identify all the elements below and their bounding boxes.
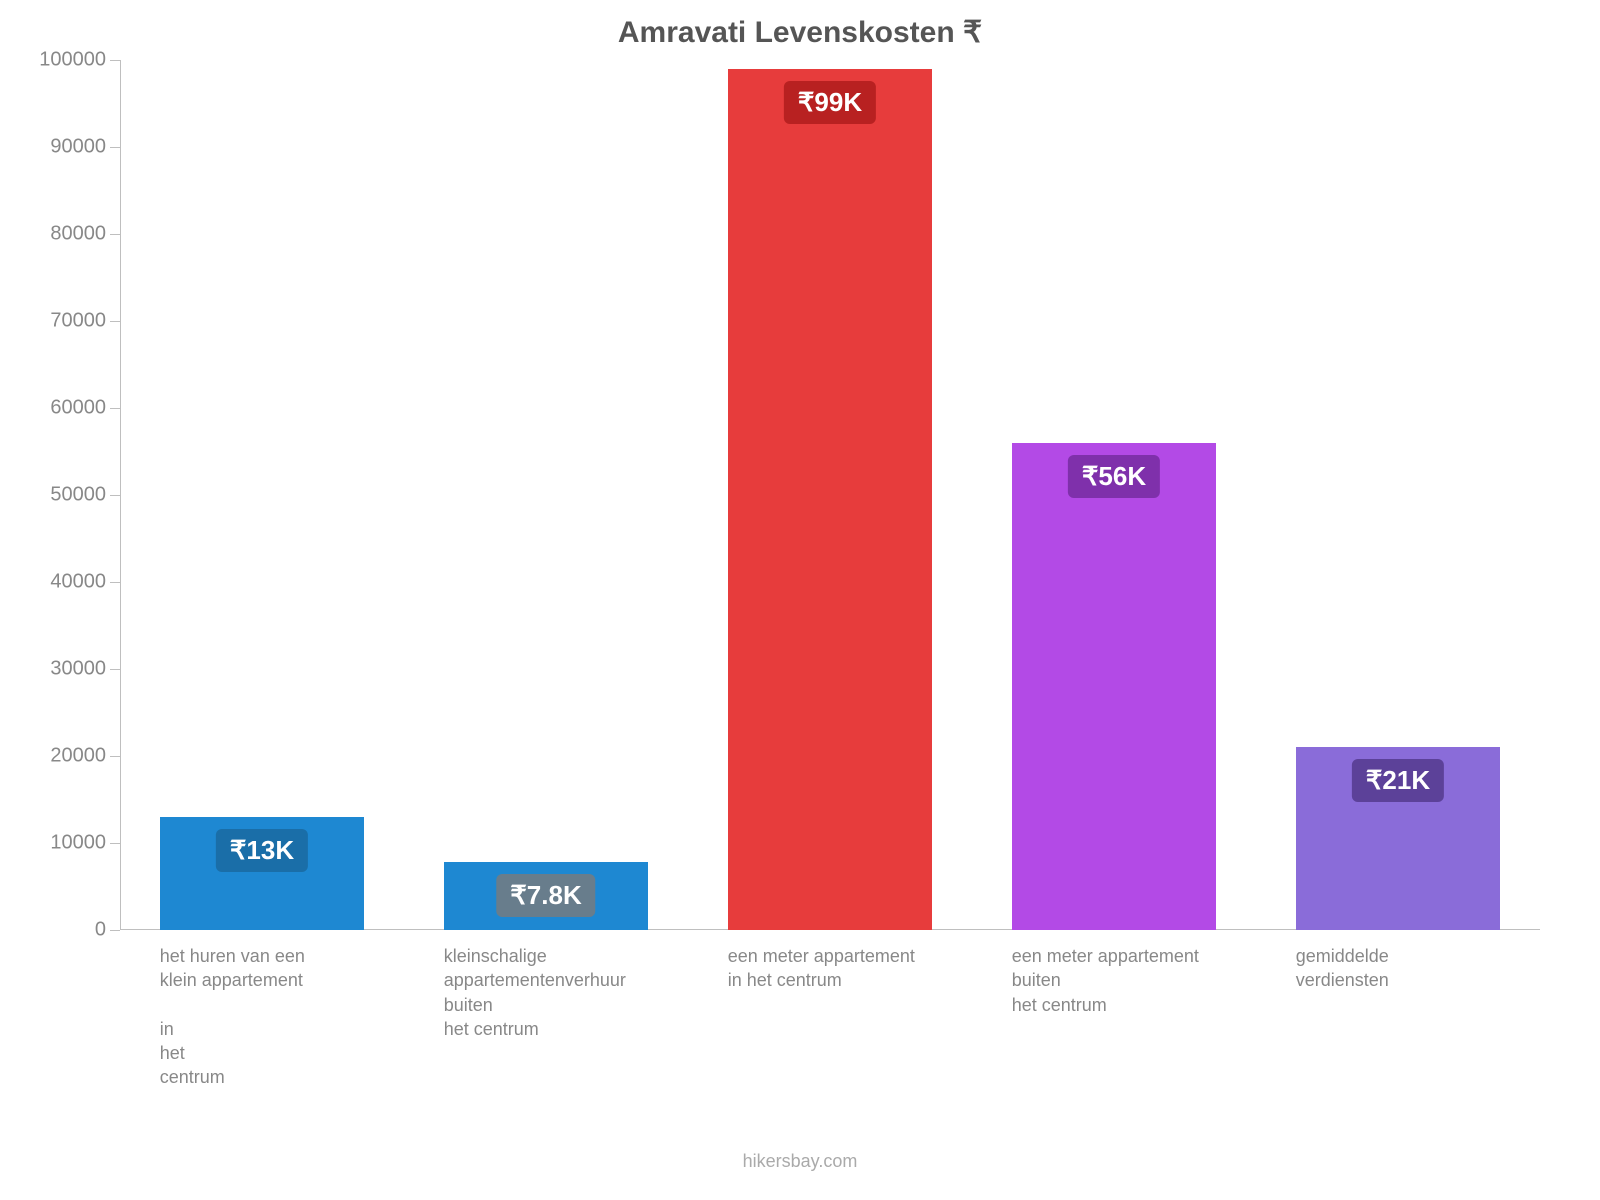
bars-container: ₹13K ₹7.8K ₹99K ₹56K ₹21K	[120, 60, 1540, 930]
y-tick-label: 40000	[50, 571, 120, 594]
chart-title: Amravati Levenskosten ₹	[0, 15, 1600, 50]
y-tick-label: 0	[95, 919, 120, 942]
y-tick-label: 20000	[50, 745, 120, 768]
bar-avg-earnings-badge: ₹21K	[1352, 759, 1444, 802]
plot-area: ₹13K₹7.8K₹99K₹56K₹21K 010000200003000040…	[120, 60, 1540, 930]
bar-avg-earnings-slot: ₹21K	[1256, 60, 1540, 930]
y-tick-label: 100000	[39, 49, 120, 72]
y-tick-label: 70000	[50, 310, 120, 333]
y-tick-label: 50000	[50, 484, 120, 507]
bar-sqm-center	[728, 69, 932, 930]
y-tick-label: 60000	[50, 397, 120, 420]
bar-rent-small-center-xlabel: het huren van een klein appartement in h…	[160, 944, 404, 1090]
bar-rent-small-center-slot: ₹13K	[120, 60, 404, 930]
y-tick-label: 80000	[50, 223, 120, 246]
bar-avg-earnings-xlabel: gemiddelde verdiensten	[1296, 944, 1540, 993]
y-tick-label: 10000	[50, 832, 120, 855]
bar-sqm-outside	[1012, 443, 1216, 930]
y-tick-label: 90000	[50, 136, 120, 159]
bar-sqm-center-slot: ₹99K	[688, 60, 972, 930]
cost-of-living-chart: Amravati Levenskosten ₹ ₹13K ₹7.8K ₹99K ₹56…	[0, 0, 1600, 1200]
y-tick-label: 30000	[50, 658, 120, 681]
bar-sqm-outside-slot: ₹56K	[972, 60, 1256, 930]
bar-rent-small-center-badge: ₹13K	[216, 829, 308, 872]
chart-footer: hikersbay.com	[0, 1151, 1600, 1172]
bar-sqm-outside-badge: ₹56K	[1068, 455, 1160, 498]
bar-rent-small-outside-slot: ₹7.8K	[404, 60, 688, 930]
bar-sqm-center-badge: ₹99K	[784, 81, 876, 124]
bar-sqm-outside-xlabel: een meter appartement buiten het centrum	[1012, 944, 1256, 1017]
bar-rent-small-outside-xlabel: kleinschalige appartementenverhuur buite…	[444, 944, 688, 1041]
bar-rent-small-outside-badge: ₹7.8K	[496, 874, 595, 917]
bar-sqm-center-xlabel: een meter appartement in het centrum	[728, 944, 972, 993]
